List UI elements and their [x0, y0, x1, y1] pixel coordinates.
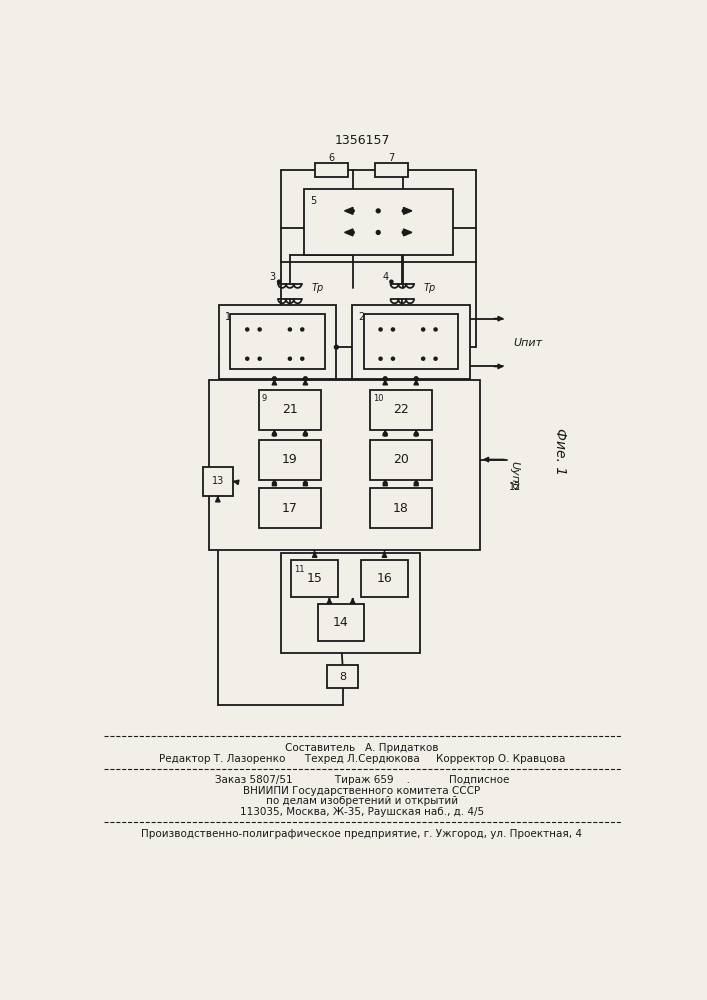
Text: Uпит: Uпит [513, 338, 542, 348]
Polygon shape [344, 229, 353, 236]
Circle shape [258, 357, 261, 360]
Text: 5: 5 [310, 196, 316, 206]
Text: Редактор Т. Лазоренко      Техред Л.Сердюкова     Корректор О. Кравцова: Редактор Т. Лазоренко Техред Л.Сердюкова… [159, 754, 565, 764]
Bar [203, 466, 233, 496]
Circle shape [421, 357, 425, 360]
Text: 6: 6 [329, 153, 335, 163]
Bar [317, 604, 364, 641]
Circle shape [288, 357, 291, 360]
Circle shape [303, 377, 308, 381]
Bar [352, 305, 469, 379]
Circle shape [414, 377, 418, 381]
Bar [259, 389, 321, 430]
Text: 2: 2 [358, 312, 364, 322]
Bar [370, 488, 432, 528]
Circle shape [334, 345, 339, 349]
Bar [259, 440, 321, 480]
Circle shape [434, 328, 437, 331]
Bar [259, 488, 321, 528]
Bar [218, 305, 337, 379]
Text: 1: 1 [225, 312, 231, 322]
Circle shape [351, 209, 354, 212]
Circle shape [258, 328, 261, 331]
Text: 8: 8 [339, 672, 346, 682]
Circle shape [277, 280, 281, 283]
Circle shape [392, 328, 395, 331]
Circle shape [383, 377, 387, 381]
Circle shape [300, 328, 304, 331]
Text: Производственно-полиграфическое предприятие, г. Ужгород, ул. Проектная, 4: Производственно-полиграфическое предприя… [141, 829, 583, 839]
Circle shape [303, 432, 308, 436]
Circle shape [246, 357, 249, 360]
Text: Uупр: Uупр [509, 461, 519, 490]
Bar [281, 553, 420, 653]
Circle shape [434, 357, 437, 360]
Text: 18: 18 [393, 502, 409, 515]
Text: 15: 15 [307, 572, 322, 585]
Circle shape [402, 231, 405, 234]
Circle shape [421, 328, 425, 331]
Text: 16: 16 [377, 572, 392, 585]
Text: Тр: Тр [424, 283, 436, 293]
Text: по делам изобретений и открытий: по делам изобретений и открытий [266, 796, 458, 806]
Bar [327, 665, 358, 688]
Circle shape [383, 432, 387, 436]
Bar [361, 560, 408, 597]
Circle shape [376, 209, 380, 213]
Polygon shape [404, 229, 412, 236]
Circle shape [272, 432, 276, 436]
Text: 1356157: 1356157 [334, 134, 390, 147]
Text: Заказ 5807/51             Тираж 659    .            Подписное: Заказ 5807/51 Тираж 659 . Подписное [215, 775, 509, 785]
Text: 10: 10 [373, 394, 383, 403]
Circle shape [376, 230, 380, 234]
Bar [230, 314, 325, 369]
Circle shape [383, 482, 387, 485]
Text: 21: 21 [282, 403, 298, 416]
Circle shape [379, 357, 382, 360]
Text: 19: 19 [282, 453, 298, 466]
Circle shape [414, 432, 418, 436]
Text: 3: 3 [270, 272, 276, 282]
Polygon shape [404, 207, 412, 214]
Text: 14: 14 [333, 616, 349, 629]
Bar [209, 380, 480, 550]
Circle shape [288, 328, 291, 331]
Circle shape [392, 357, 395, 360]
Text: 9: 9 [262, 394, 267, 403]
Text: Тр: Тр [312, 283, 324, 293]
Text: Составитель   А. Придатков: Составитель А. Придатков [285, 743, 439, 753]
Text: 20: 20 [393, 453, 409, 466]
Text: ВНИИПИ Государственного комитета СССР: ВНИИПИ Государственного комитета СССР [243, 786, 481, 796]
Text: 7: 7 [388, 153, 395, 163]
Text: 17: 17 [282, 502, 298, 515]
Text: 12: 12 [509, 482, 522, 492]
Circle shape [272, 377, 276, 381]
Bar [291, 560, 338, 597]
Text: 22: 22 [393, 403, 409, 416]
Circle shape [303, 482, 308, 485]
Circle shape [300, 357, 304, 360]
Bar [315, 163, 348, 177]
Circle shape [402, 209, 405, 212]
Text: 11: 11 [295, 565, 305, 574]
Bar [370, 440, 432, 480]
Bar [304, 189, 452, 255]
Text: 13: 13 [211, 476, 224, 486]
Circle shape [390, 280, 393, 283]
Circle shape [351, 231, 354, 234]
Text: 113035, Москва, Ж-35, Раушская наб., д. 4/5: 113035, Москва, Ж-35, Раушская наб., д. … [240, 807, 484, 817]
Bar [363, 314, 458, 369]
Polygon shape [344, 207, 353, 214]
Circle shape [272, 482, 276, 485]
Circle shape [246, 328, 249, 331]
Bar [375, 163, 408, 177]
Text: Фие. 1: Фие. 1 [554, 428, 568, 475]
Circle shape [379, 328, 382, 331]
Text: 4: 4 [382, 272, 388, 282]
Circle shape [414, 482, 418, 485]
Bar [370, 389, 432, 430]
